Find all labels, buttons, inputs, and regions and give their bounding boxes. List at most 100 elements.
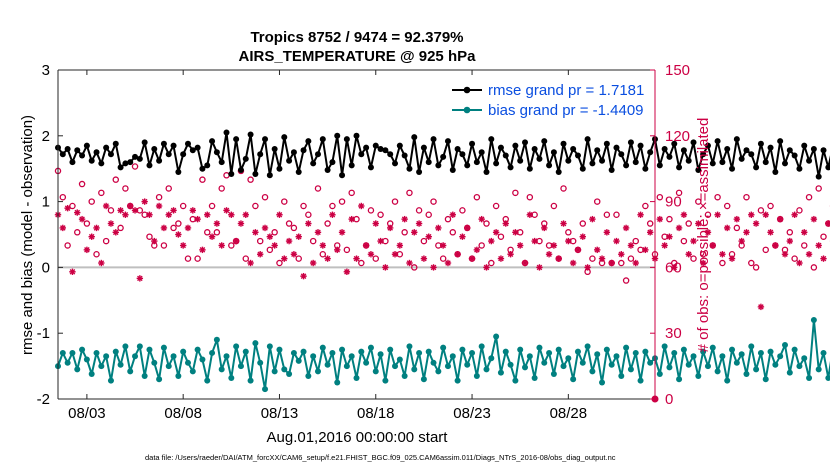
assimilated-obs-marker [358, 202, 365, 210]
possible-obs-marker [565, 229, 572, 236]
asterisk-stroke [112, 229, 119, 236]
rmse-point [377, 145, 384, 152]
assimilated-obs-marker [805, 251, 813, 258]
asterisk-stroke [295, 233, 302, 240]
bias-point [382, 377, 389, 384]
asterisk-stroke [324, 255, 331, 262]
possible-obs-marker [203, 229, 211, 236]
asterisk-stroke [628, 242, 634, 249]
assimilated-obs-marker [454, 251, 461, 258]
possible-obs-marker [593, 198, 601, 205]
rmse-point [647, 149, 654, 156]
rmse-point [579, 165, 586, 172]
bias-point [387, 346, 394, 353]
possible-obs-marker [199, 176, 206, 183]
asterisk-stroke [242, 211, 249, 218]
bias-point [762, 376, 769, 383]
asterisk-stroke [401, 216, 408, 222]
y-left-tick-label: -1 [37, 325, 50, 342]
rmse-point [180, 151, 187, 158]
asterisk-stroke [79, 216, 85, 222]
possible-obs-marker [411, 264, 418, 271]
assimilated-obs-marker [88, 233, 95, 240]
assimilated-obs-marker [338, 229, 346, 236]
bias-point [300, 348, 307, 355]
assimilated-obs-marker [213, 220, 221, 227]
rmse-point [170, 142, 177, 149]
rmse-point [420, 144, 427, 151]
bias-point [209, 349, 216, 356]
possible-obs-marker [786, 229, 794, 236]
assimilated-obs-marker [93, 224, 100, 232]
assimilated-obs-marker [343, 268, 351, 275]
possible-obs-marker [358, 259, 365, 267]
rmse-point [353, 132, 360, 139]
rmse-point [242, 155, 249, 162]
asterisk-stroke [478, 216, 485, 222]
assimilated-obs-marker [295, 233, 302, 240]
bias-point [79, 346, 86, 353]
assimilated-obs-marker [598, 255, 606, 262]
asterisk-stroke [584, 264, 591, 271]
bias-point [223, 353, 230, 360]
possible-obs-marker [632, 237, 639, 245]
assimilated-obs-marker [531, 237, 538, 245]
possible-obs-marker [122, 185, 129, 192]
rmse-point [478, 149, 485, 156]
rmse-point [781, 160, 788, 167]
rmse-point [117, 164, 124, 171]
rmse-point [165, 151, 172, 158]
assimilated-obs-marker [334, 246, 341, 254]
assimilated-obs-marker [117, 207, 124, 214]
rmse-point [791, 152, 798, 159]
rmse-point [223, 129, 230, 136]
rmse-point [334, 132, 341, 139]
possible-obs-marker [420, 237, 428, 245]
bias-point [704, 363, 711, 370]
possible-obs-marker [102, 237, 110, 245]
rmse-point [815, 173, 822, 180]
bias-point [435, 368, 442, 375]
rmse-point [156, 157, 163, 164]
assimilated-obs-marker [420, 255, 428, 262]
bias-point [488, 355, 495, 362]
asterisk-stroke [613, 238, 620, 244]
possible-obs-marker [646, 220, 654, 227]
bias-point [103, 353, 110, 360]
bias-point [74, 366, 81, 373]
rmse-point [488, 136, 495, 143]
asterisk-stroke [724, 225, 731, 231]
asterisk-stroke [604, 229, 610, 236]
bias-point [473, 372, 480, 379]
assimilated-obs-marker [382, 264, 389, 271]
assimilated-obs-marker [285, 237, 293, 245]
asterisk-stroke [344, 268, 350, 275]
possible-obs-marker [492, 202, 500, 210]
asterisk-stroke [194, 216, 201, 222]
bias-point [271, 368, 278, 375]
asterisk-stroke [551, 242, 557, 249]
asterisk-stroke [815, 242, 822, 249]
possible-obs-marker [478, 242, 485, 249]
assimilated-obs-marker [521, 259, 529, 267]
assimilated-obs-marker [252, 229, 259, 236]
asterisk-stroke [363, 242, 369, 249]
bias-point [199, 356, 206, 363]
possible-obs-marker [93, 250, 100, 258]
assimilated-obs-marker [353, 255, 360, 262]
assimilated-obs-marker [165, 211, 172, 218]
assimilated-obs-marker [772, 242, 779, 249]
bias-point [319, 344, 326, 351]
assimilated-obs-marker [468, 255, 476, 262]
assimilated-obs-marker [151, 237, 158, 245]
rmse-point [502, 152, 509, 159]
asterisk-stroke [541, 225, 548, 231]
possible-obs-marker [714, 193, 721, 201]
assimilated-obs-marker [237, 220, 245, 227]
rmse-point [623, 162, 630, 169]
assimilated-obs-marker [738, 237, 745, 245]
bias-point [806, 374, 813, 381]
asterisk-stroke [348, 216, 355, 222]
rmse-point [690, 139, 697, 146]
rmse-point [247, 131, 254, 138]
